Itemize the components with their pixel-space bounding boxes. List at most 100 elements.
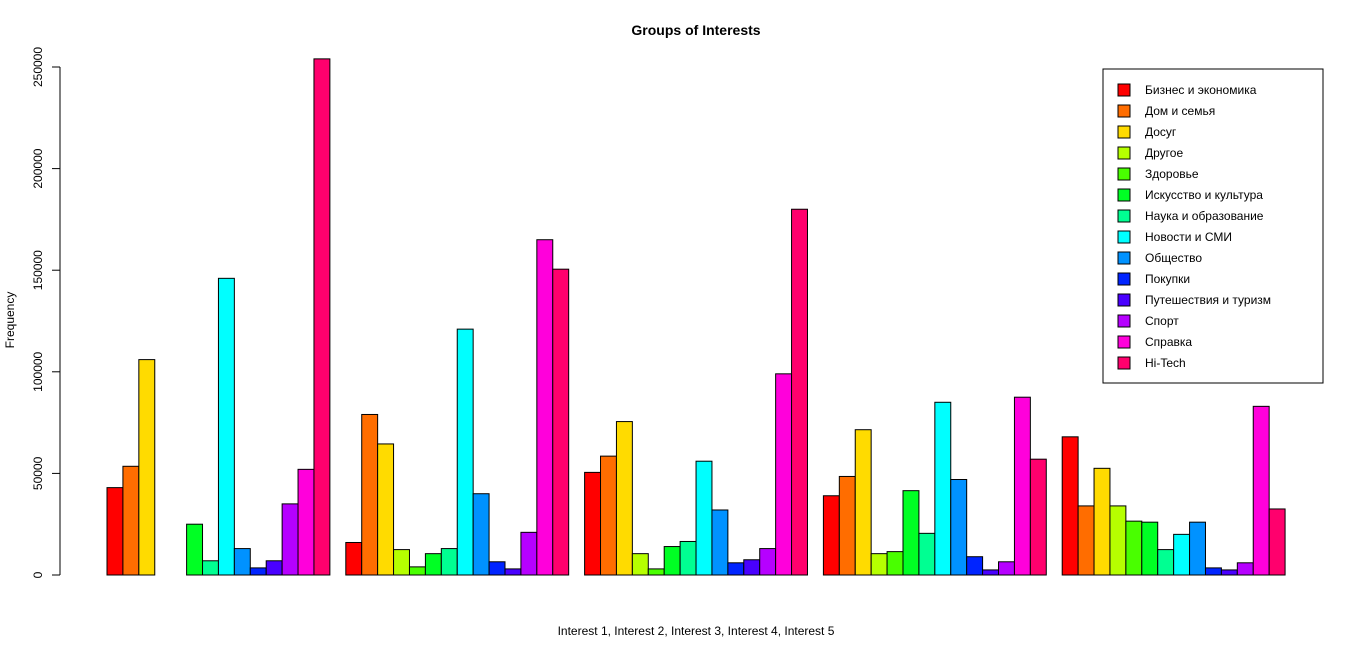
legend-label: Бизнес и экономика (1145, 83, 1257, 97)
bar (393, 549, 410, 576)
y-axis: 0 50000 100000 150000 200000 250000 (31, 47, 61, 578)
legend-swatch (1117, 188, 1131, 202)
legend-item: Новости и СМИ (1117, 230, 1232, 244)
legend-label: Наука и образование (1145, 209, 1264, 223)
bar (1125, 520, 1143, 576)
legend-item: Покупки (1117, 272, 1190, 286)
legend-item: Искусство и культура (1117, 188, 1263, 202)
bar (122, 465, 140, 576)
bar (1204, 567, 1222, 576)
bar (520, 531, 538, 576)
bar-group (1061, 405, 1286, 576)
legend-label: Общество (1145, 251, 1202, 265)
bar (918, 532, 936, 576)
bar (727, 562, 745, 576)
bar-group (584, 208, 808, 576)
legend-label: Здоровье (1145, 167, 1199, 181)
legend-item: Спорт (1117, 314, 1179, 328)
bar (536, 239, 554, 576)
bar (886, 551, 904, 576)
legend-swatch (1117, 251, 1131, 265)
legend-swatch (1117, 125, 1131, 139)
bar (1268, 508, 1286, 576)
legend-swatch (1117, 314, 1131, 328)
bar-group (345, 239, 570, 576)
bar (679, 540, 697, 576)
bar (249, 567, 267, 576)
bar (775, 373, 793, 576)
legend-item: Hi-Tech (1117, 356, 1186, 370)
bar (1061, 436, 1079, 576)
bar (186, 523, 204, 576)
bar (902, 490, 920, 576)
bar (695, 460, 713, 576)
bar (966, 556, 984, 576)
legend-swatch (1117, 83, 1131, 97)
bar (838, 475, 856, 576)
legend-swatch (1117, 230, 1131, 244)
bar (202, 560, 219, 576)
bar (615, 421, 633, 576)
x-axis-label: Interest 1, Interest 2, Interest 3, Inte… (558, 624, 835, 638)
y-tick-label: 50000 (31, 456, 45, 490)
bar (488, 561, 506, 576)
bar (791, 208, 808, 576)
bar (217, 277, 235, 576)
legend-item: Другое (1117, 146, 1183, 160)
bar (998, 561, 1015, 576)
y-tick-label: 200000 (31, 148, 45, 188)
legend-item: Путешествия и туризм (1117, 293, 1271, 307)
bar (854, 429, 872, 576)
bar (377, 443, 395, 576)
legend-label: Новости и СМИ (1145, 230, 1232, 244)
bar-group (822, 396, 1047, 576)
bar-group (106, 58, 331, 576)
bar (424, 553, 442, 576)
bar (233, 548, 251, 576)
y-axis-label: Frequency (3, 292, 17, 349)
bar (1189, 521, 1206, 576)
chart-title: Groups of Interests (631, 22, 760, 38)
bar (1141, 521, 1159, 576)
bar (1220, 569, 1238, 576)
bar (408, 566, 426, 576)
y-tick-label: 0 (31, 571, 45, 578)
bar (281, 503, 299, 576)
bar (313, 58, 331, 576)
legend-item: Бизнес и экономика (1117, 83, 1257, 97)
legend-label: Досуг (1145, 125, 1177, 139)
y-tick-label: 250000 (31, 47, 45, 87)
legend-swatch (1117, 167, 1131, 181)
y-tick-label: 100000 (31, 351, 45, 391)
legend-item: Дом и семья (1117, 104, 1215, 118)
y-tick-label: 150000 (31, 250, 45, 290)
bar (456, 328, 474, 576)
legend: Бизнес и экономика Дом и семья Досуг Другое… (1102, 68, 1324, 384)
bars (106, 58, 1286, 576)
bar (743, 559, 761, 576)
legend-item: Здоровье (1117, 167, 1199, 181)
legend-swatch (1117, 209, 1131, 223)
bar (297, 468, 315, 576)
legend-item: Справка (1117, 335, 1192, 349)
legend-box (1102, 68, 1324, 384)
bar (711, 509, 729, 576)
bar (361, 413, 379, 576)
bar (870, 553, 888, 576)
bar (440, 548, 458, 576)
bar (345, 541, 363, 576)
legend-swatch (1117, 293, 1131, 307)
bar (1077, 505, 1095, 576)
legend-label: Путешествия и туризм (1145, 293, 1271, 307)
legend-label: Справка (1145, 335, 1192, 349)
bar (759, 548, 777, 576)
legend-swatch (1117, 335, 1131, 349)
legend-swatch (1117, 146, 1131, 160)
legend-label: Спорт (1145, 314, 1179, 328)
legend-swatch (1117, 272, 1131, 286)
bar (950, 479, 968, 576)
bar (1252, 405, 1270, 576)
bar (1093, 467, 1111, 576)
bar (1157, 549, 1175, 576)
